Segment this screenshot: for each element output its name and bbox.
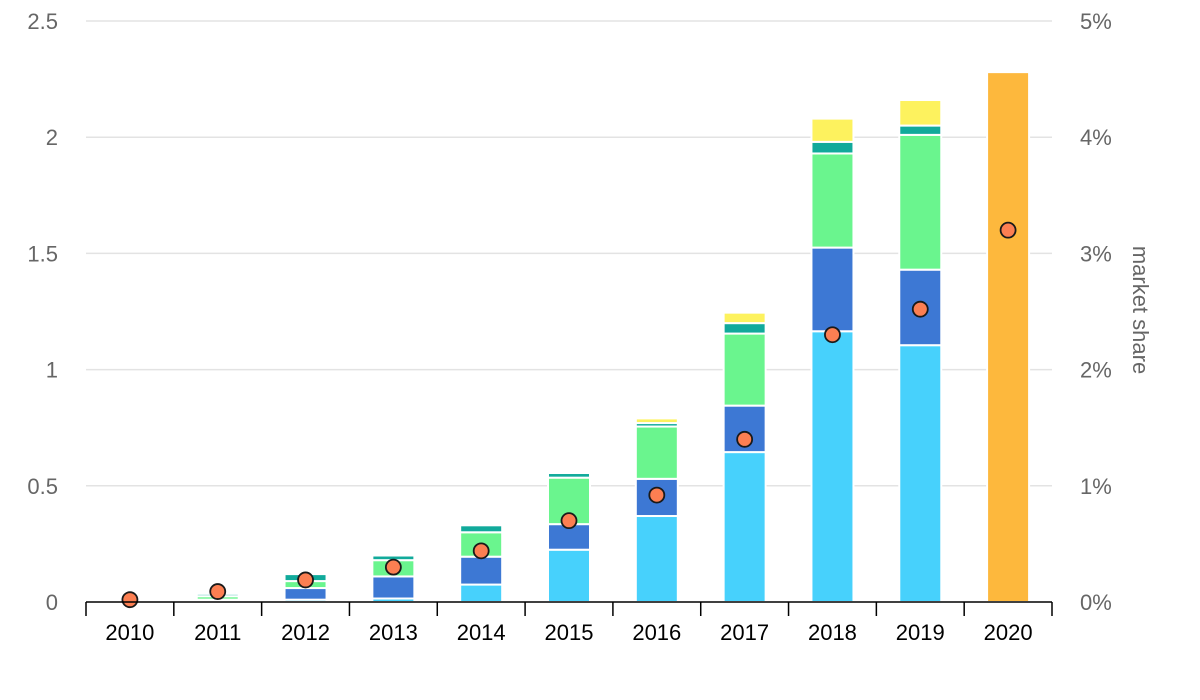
bar-segment-2016-s4 bbox=[634, 417, 679, 425]
x-tick-label-2011: 2011 bbox=[194, 620, 241, 645]
x-tick-label-2016: 2016 bbox=[632, 620, 681, 645]
y2-tick-label: 1% bbox=[1080, 474, 1112, 499]
bar-segment-2018-s4 bbox=[810, 117, 855, 143]
x-tick-label-2012: 2012 bbox=[281, 620, 330, 645]
market-share-point-2012 bbox=[297, 571, 314, 589]
bar-segment-2018-s2 bbox=[810, 152, 855, 249]
bar-segment-2017-s2 bbox=[722, 332, 767, 407]
y-tick-label: 2.5 bbox=[27, 9, 58, 34]
market-share-point-2020 bbox=[999, 221, 1017, 239]
bar-segment-2017-s4 bbox=[722, 311, 767, 325]
x-tick-label-2013: 2013 bbox=[369, 620, 418, 645]
bar-segment-2019-s4 bbox=[898, 99, 943, 127]
y2-tick-label: 3% bbox=[1080, 241, 1112, 266]
bar-segment-2017-s0 bbox=[722, 451, 767, 603]
y-tick-label: 2 bbox=[46, 125, 58, 150]
market-share-point-2010 bbox=[121, 591, 139, 609]
x-tick-label-2019: 2019 bbox=[896, 620, 945, 645]
x-tick-label-2018: 2018 bbox=[808, 620, 857, 645]
market-share-point-2015 bbox=[560, 512, 578, 530]
bar-segment-2015-s3 bbox=[547, 472, 591, 479]
y2-tick-label: 0% bbox=[1080, 590, 1112, 615]
bar-segment-2018-s3 bbox=[810, 140, 855, 155]
market-share-point-2018 bbox=[824, 326, 841, 344]
market-share-markers bbox=[121, 221, 1017, 609]
bar-segment-2019-s2 bbox=[898, 133, 943, 271]
x-tick-label-2020: 2020 bbox=[984, 620, 1033, 645]
y2-axis-title: market share bbox=[1128, 246, 1153, 374]
bar-segment-2020-s5 bbox=[986, 71, 1031, 604]
market-share-point-2017 bbox=[736, 430, 754, 448]
y2-tick-label: 4% bbox=[1080, 125, 1112, 150]
x-tick-label-2014: 2014 bbox=[457, 620, 506, 645]
bar-segment-2018-s1 bbox=[810, 246, 855, 333]
y2-tick-label: 5% bbox=[1080, 9, 1112, 34]
x-tick-label-2015: 2015 bbox=[545, 620, 594, 645]
y-tick-label: 0.5 bbox=[27, 474, 58, 499]
bar-segment-2016-s2 bbox=[634, 425, 679, 480]
tick-labels: 0 0.5 1 1.5 2 2.5 0% 1% 2% 3% 4% 5% 2010 2011 2012 2013… bbox=[27, 9, 1111, 645]
bar-segment-2019-s3 bbox=[898, 124, 943, 136]
bar-segment-2017-s3 bbox=[722, 322, 767, 335]
bar-segment-2012-s1 bbox=[283, 587, 328, 601]
y2-tick-label: 2% bbox=[1080, 358, 1112, 383]
x-tick-label-2017: 2017 bbox=[720, 620, 769, 645]
market-share-point-2011 bbox=[209, 583, 227, 600]
bar-segment-2016-s0 bbox=[634, 515, 679, 604]
bar-segment-2015-s0 bbox=[547, 548, 591, 604]
bar-segment-2014-s1 bbox=[459, 555, 504, 586]
bar-segment-2018-s0 bbox=[810, 330, 855, 603]
bar-stacks bbox=[195, 71, 1031, 604]
bar-segment-2014-s0 bbox=[459, 583, 504, 604]
market-share-point-2019 bbox=[911, 300, 929, 318]
market-share-point-2014 bbox=[472, 542, 490, 560]
bar-segment-2014-s3 bbox=[459, 524, 504, 534]
y-tick-label: 0 bbox=[46, 590, 58, 615]
x-tick-label-2010: 2010 bbox=[105, 620, 154, 645]
axes bbox=[85, 601, 1053, 616]
y-tick-label: 1.5 bbox=[27, 241, 58, 266]
market-share-point-2013 bbox=[384, 558, 402, 576]
market-share-point-2016 bbox=[648, 486, 666, 504]
bar-segment-2013-s1 bbox=[371, 575, 416, 600]
gridlines bbox=[86, 20, 1052, 487]
y-tick-label: 1 bbox=[46, 358, 58, 383]
bar-segment-2019-s0 bbox=[898, 344, 943, 603]
